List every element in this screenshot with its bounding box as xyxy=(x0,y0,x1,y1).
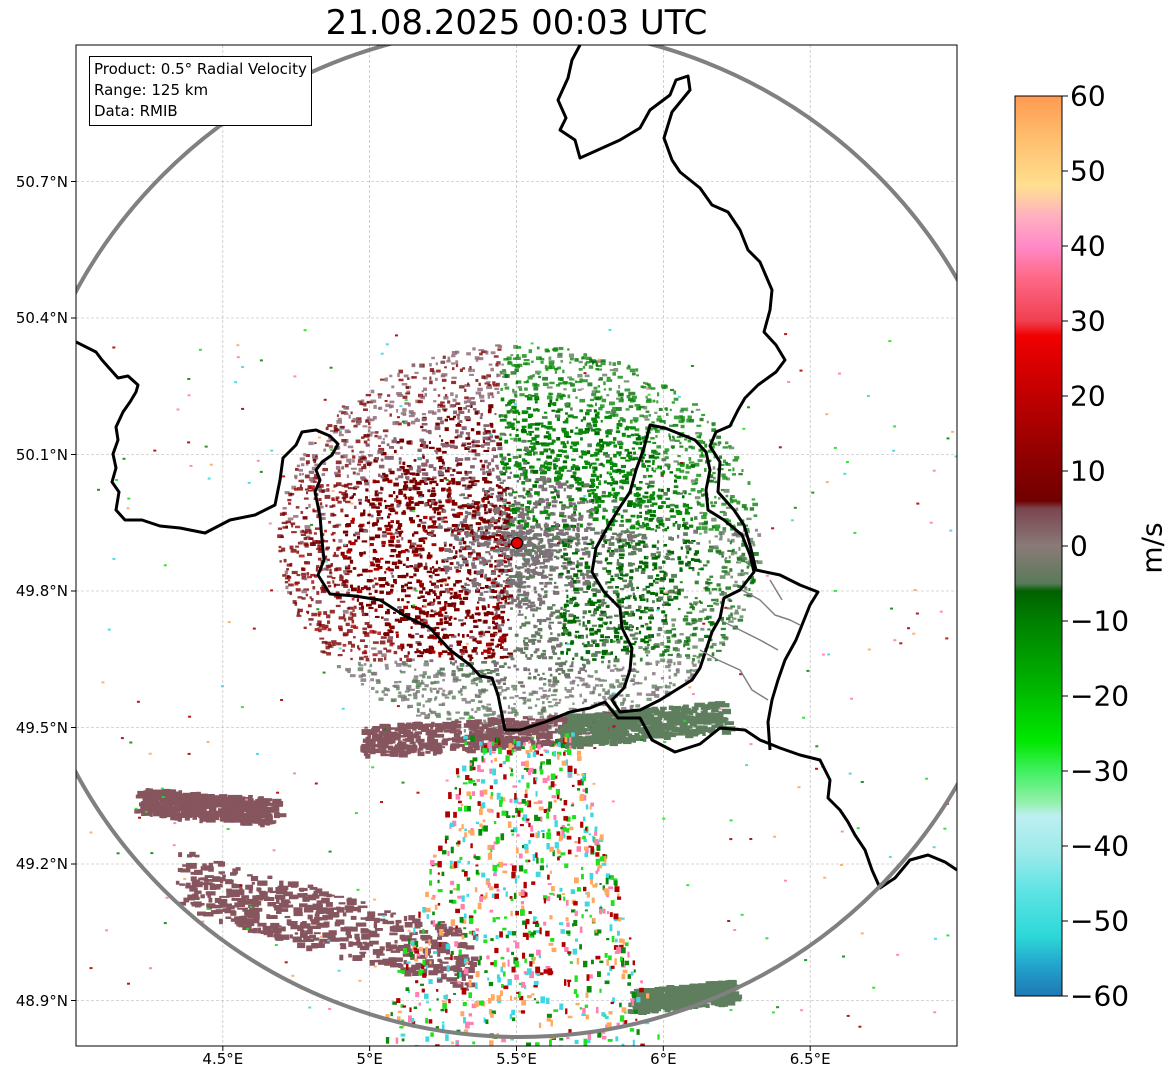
colorbar-tick-label: 10 xyxy=(1070,454,1106,488)
colorbar-tick-label: −50 xyxy=(1070,904,1130,938)
colorbar-tick-label: −10 xyxy=(1070,604,1130,638)
range-label: Range: 125 km xyxy=(94,81,209,99)
y-tick-label: 48.9°N xyxy=(15,991,68,1010)
y-tick-label: 50.7°N xyxy=(15,172,68,191)
country-border-east xyxy=(556,45,820,751)
colorbar-tick-label: −20 xyxy=(1070,679,1130,713)
y-tick-label: 49.2°N xyxy=(15,855,68,873)
range-ring xyxy=(76,45,957,1039)
radar-site-marker[interactable] xyxy=(511,537,523,549)
colorbar-tick-label: 40 xyxy=(1070,229,1106,263)
colorbar-tick-label: −30 xyxy=(1070,754,1130,788)
colorbar-unit-label: m/s xyxy=(1135,522,1169,574)
data-source-label: Data: RMIB xyxy=(94,102,178,120)
x-tick-label: 4.5°E xyxy=(202,1050,244,1068)
country-border-west xyxy=(76,340,957,890)
colorbar-tick-label: −40 xyxy=(1070,829,1130,863)
colorbar-ticks xyxy=(1062,95,1068,997)
x-tick-label: 5.5°E xyxy=(496,1050,537,1068)
y-tick-label: 49.5°N xyxy=(15,718,68,737)
x-tick-label: 5°E xyxy=(356,1050,383,1068)
regional-borders xyxy=(699,579,801,701)
colorbar-tick-label: 50 xyxy=(1070,154,1106,188)
colorbar-tick-label: 20 xyxy=(1070,379,1106,413)
axis-ticks xyxy=(71,181,811,1051)
product-info-box: Product: 0.5° Radial Velocity Range: 125… xyxy=(89,56,312,126)
y-tick-label: 50.1°N xyxy=(15,445,68,464)
x-tick-label: 6.5°E xyxy=(789,1050,831,1068)
product-label: Product: 0.5° Radial Velocity xyxy=(94,60,307,78)
colorbar-tick-label: 30 xyxy=(1070,304,1106,338)
chart-title: 21.08.2025 00:03 UTC xyxy=(325,3,708,43)
luxembourg-border xyxy=(590,423,756,714)
colorbar-tick-label: 0 xyxy=(1070,529,1088,563)
y-tick-label: 50.4°N xyxy=(15,309,68,327)
y-tick-label: 49.8°N xyxy=(15,582,68,600)
colorbar-tick-label: −60 xyxy=(1070,979,1130,1013)
x-tick-label: 6°E xyxy=(650,1050,677,1068)
colorbar-tick-label: 60 xyxy=(1070,79,1106,113)
colorbar xyxy=(1014,95,1063,997)
